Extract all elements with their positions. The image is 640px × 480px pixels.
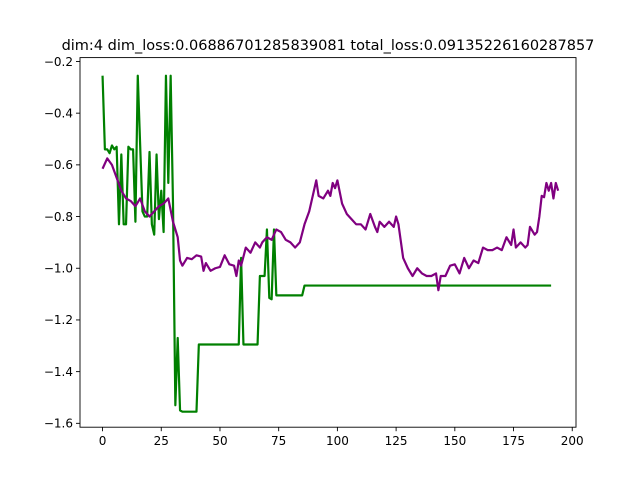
x-tick-label: 25 bbox=[154, 434, 169, 448]
x-tick-label: 0 bbox=[99, 434, 107, 448]
x-tick-label: 150 bbox=[443, 434, 466, 448]
chart-title: dim:4 dim_loss:0.06886701285839081 total… bbox=[62, 38, 595, 54]
y-axis: −1.6 −1.4 −1.2 −1.0 −0.8 −0.6 −0.4 −0.2 bbox=[44, 55, 80, 431]
plot-area bbox=[101, 74, 560, 413]
x-tick-label: 100 bbox=[326, 434, 349, 448]
y-tick-label: −1.6 bbox=[44, 417, 73, 431]
y-tick-label: −0.6 bbox=[44, 158, 73, 172]
axes-frame bbox=[79, 57, 577, 428]
x-tick-label: 175 bbox=[502, 434, 525, 448]
x-tick-label: 75 bbox=[271, 434, 286, 448]
y-tick-label: −1.0 bbox=[44, 262, 73, 276]
y-tick-label: −1.4 bbox=[44, 365, 73, 379]
x-axis: 0 25 50 75 100 125 150 175 200 bbox=[99, 427, 584, 448]
y-tick-label: −0.2 bbox=[44, 55, 73, 69]
x-tick-label: 50 bbox=[212, 434, 227, 448]
y-tick-label: −0.8 bbox=[44, 210, 73, 224]
series-line-1 bbox=[101, 157, 560, 292]
y-tick-label: −0.4 bbox=[44, 106, 73, 120]
y-tick-label: −1.2 bbox=[44, 313, 73, 327]
x-tick-label: 125 bbox=[385, 434, 408, 448]
x-tick-label: 200 bbox=[561, 434, 584, 448]
series-line-0 bbox=[101, 74, 552, 413]
